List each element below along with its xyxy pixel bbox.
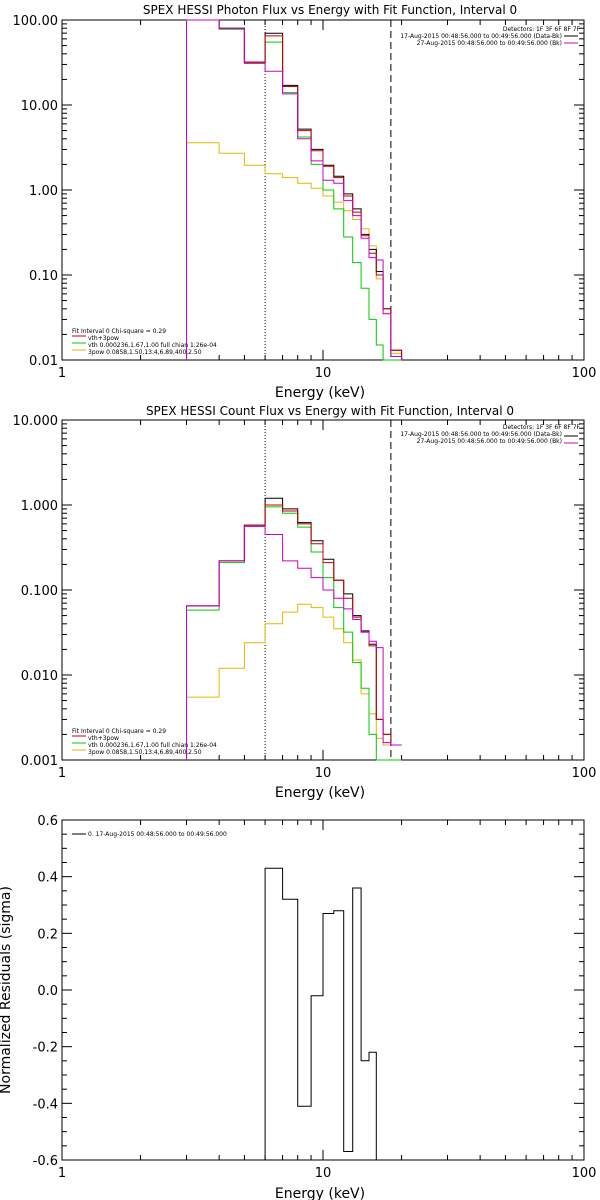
y-tick-label: 0.010 bbox=[21, 669, 58, 684]
y-tick-label: 0.2 bbox=[37, 927, 58, 942]
chart-title-2: SPEX HESSI Count Flux vs Energy with Fit… bbox=[146, 404, 514, 418]
y-tick-label: 10.000 bbox=[13, 414, 59, 429]
time-range-data-1: 17-Aug-2015 00:48:56.000 to 00:49:56.000… bbox=[400, 33, 562, 40]
photon-flux-chart: SPEX HESSI Photon Flux vs Energy with Fi… bbox=[61, 3, 585, 401]
detectors-label-1: Detectors: 1F 3F 6F 8F 7F bbox=[503, 26, 581, 33]
y-axis-label-3: Normalized Residuals (sigma) bbox=[0, 886, 14, 1094]
y-tick-label: 10.00 bbox=[21, 99, 58, 114]
x-tick-label: 100 bbox=[572, 1166, 597, 1181]
x-tick-label: 1 bbox=[58, 366, 66, 381]
series-background bbox=[186, 19, 403, 360]
y-tick-label: 100.00 bbox=[13, 14, 59, 29]
series-residuals bbox=[264, 867, 391, 1161]
x-axis-label-1: Energy (keV) bbox=[275, 385, 365, 401]
x-tick-label: 10 bbox=[315, 366, 332, 381]
x-tick-label: 100 bbox=[572, 766, 597, 781]
x-tick-label: 10 bbox=[315, 1166, 332, 1181]
y-tick-label: 1.000 bbox=[21, 499, 58, 514]
y-tick-label: 0.001 bbox=[21, 754, 58, 769]
legend-entry-2-1: vth+3pow bbox=[88, 735, 119, 742]
y-tick-label: 0.6 bbox=[37, 814, 58, 829]
legend-entry-1-1: vth+3pow bbox=[88, 335, 119, 342]
y-tick-label: 1.00 bbox=[29, 184, 58, 199]
series-vth bbox=[186, 19, 402, 361]
legend-entry-1-3: 3pow 0.0858,1.50,13.4,6.89,400,2.50 bbox=[88, 349, 202, 356]
chart-layer-2: 1 10 100 0.001 0.010 0.100 1.000 10.000 bbox=[13, 414, 597, 781]
chart-title-1: SPEX HESSI Photon Flux vs Energy with Fi… bbox=[143, 3, 517, 17]
x-tick-label: 100 bbox=[572, 366, 597, 381]
series-background bbox=[186, 525, 402, 760]
y-tick-label: -0.6 bbox=[33, 1154, 58, 1169]
y-tick-label: -0.4 bbox=[33, 1097, 58, 1112]
x-axis-label-2: Energy (keV) bbox=[275, 785, 365, 801]
count-flux-chart: SPEX HESSI Count Flux vs Energy with Fit… bbox=[61, 404, 585, 801]
legend-header-2: Fit Interval 0 Chi-square = 0.29 bbox=[72, 728, 166, 735]
series-vth+3pow bbox=[186, 504, 402, 760]
time-range-data-2: 17-Aug-2015 00:48:56.000 to 00:49:56.000… bbox=[400, 431, 562, 438]
y-tick-label: 0.100 bbox=[21, 584, 58, 599]
y-tick-label: -0.2 bbox=[33, 1041, 58, 1056]
x-axis-label-3: Energy (keV) bbox=[275, 1186, 365, 1200]
x-tick-label: 1 bbox=[58, 766, 66, 781]
legend-entry-2-3: 3pow 0.0858,1.50,13.4,6.89,400,2.50 bbox=[88, 749, 202, 756]
series-3pow bbox=[186, 603, 402, 760]
chart-layer-3: 1 10 100 -0.6 -0.4 -0.2 0.0 0.2 0.4 0.6 bbox=[33, 814, 597, 1181]
x-tick-label: 1 bbox=[58, 1166, 66, 1181]
x-tick-label: 10 bbox=[315, 766, 332, 781]
legend-entry-2-2: vth 0.000236,1.67,1.00 full chian 1.26e-… bbox=[88, 742, 217, 749]
legend-entry-3-1: 0. 17-Aug-2015 00:48:56.000 to 00:49:56.… bbox=[88, 831, 227, 838]
time-range-bk-2: 27-Aug-2015 00:48:56.000 to 00:49:56.000… bbox=[417, 438, 562, 445]
legend-entry-1-2: vth 0.000236,1.67,1.00 full chian 1.26e-… bbox=[88, 342, 217, 349]
chart-layer-1: 1 10 100 0.01 0.10 1.00 10.00 100.00 bbox=[13, 14, 597, 381]
y-tick-label: 0.4 bbox=[37, 871, 58, 886]
time-range-bk-1: 27-Aug-2015 00:48:56.000 to 00:49:56.000… bbox=[417, 40, 562, 47]
detectors-label-2: Detectors: 1F 3F 6F 8F 7F bbox=[503, 424, 581, 431]
y-tick-label: 0.10 bbox=[29, 269, 58, 284]
series-vth+3pow bbox=[186, 19, 403, 360]
residuals-chart: 0. 17-Aug-2015 00:48:56.000 to 00:49:56.… bbox=[0, 819, 585, 1200]
y-tick-label: 0.01 bbox=[29, 354, 58, 369]
legend-header-1: Fit Interval 0 Chi-square = 0.29 bbox=[72, 328, 166, 335]
y-tick-label: 0.0 bbox=[37, 984, 58, 999]
